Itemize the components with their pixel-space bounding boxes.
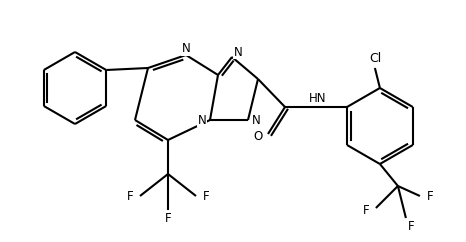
Text: O: O	[254, 129, 263, 143]
Text: N: N	[233, 45, 242, 59]
Text: F: F	[164, 212, 171, 226]
Text: Cl: Cl	[369, 52, 381, 65]
Text: F: F	[408, 220, 414, 234]
Text: F: F	[127, 189, 133, 203]
Text: HN: HN	[309, 91, 327, 105]
Text: N: N	[198, 113, 206, 127]
Text: F: F	[426, 189, 433, 203]
Text: F: F	[363, 204, 369, 217]
Text: N: N	[182, 43, 191, 55]
Text: F: F	[203, 189, 209, 203]
Text: N: N	[252, 113, 260, 127]
